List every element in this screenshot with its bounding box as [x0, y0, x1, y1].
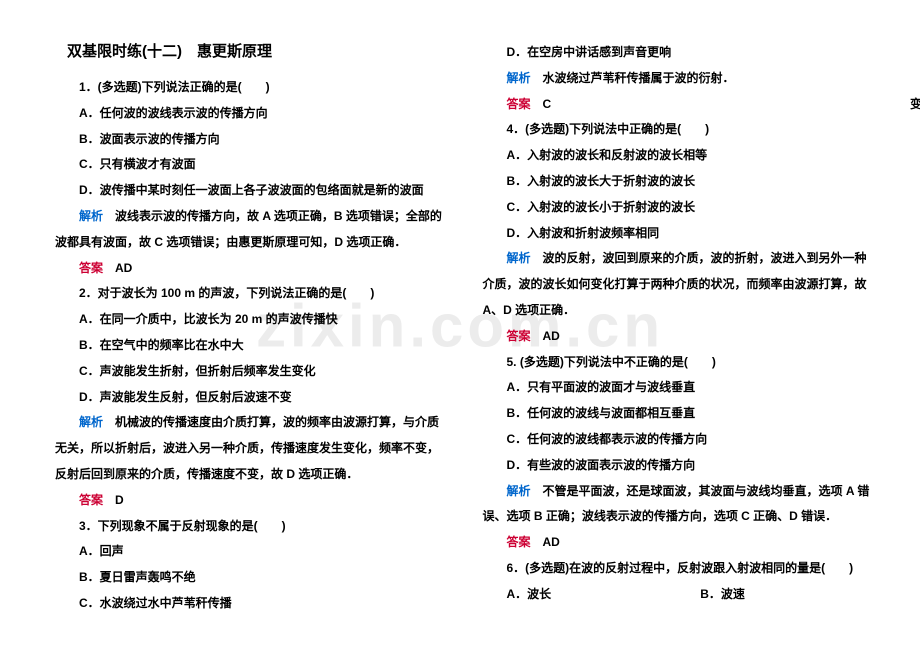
text-line: C．声波能发生折射，但折射后频率发生变化	[55, 359, 443, 385]
text-line: B．在空气中的频率比在水中大	[55, 333, 443, 359]
document-title: 双基限时练(十二) 惠更斯原理	[55, 40, 443, 61]
text-line: A．任何波的波线表示波的传播方向	[55, 101, 443, 127]
text-line: D．波传播中某时刻任一波面上各子波波面的包络面就是新的波面	[55, 178, 443, 204]
text-line: B．波面表示波的传播方向	[55, 127, 443, 153]
text-line: 答案 C	[483, 92, 871, 118]
document-page: 双基限时练(十二) 惠更斯原理 1．(多选题)下列说法正确的是( )A．任何波的…	[0, 0, 920, 651]
option-item: A．波长	[483, 582, 677, 608]
text-line: C．入射波的波长小于折射波的波长	[483, 195, 871, 221]
text-line: 3．下列现象不属于反射现象的是( )	[55, 514, 443, 540]
text-line: 5. (多选题)下列说法中不正确的是( )	[483, 350, 871, 376]
text-line: C．任何波的波线都表示波的传播方向	[483, 427, 871, 453]
text-line: 4．(多选题)下列说法中正确的是( )	[483, 117, 871, 143]
text-line: 1．(多选题)下列说法正确的是( )	[55, 75, 443, 101]
text-line: D．入射波和折射波频率相同	[483, 221, 871, 247]
text-line: D．声波能发生反射，但反射后波速不变	[55, 385, 443, 411]
text-line: 6．(多选题)在波的反射过程中，反射波跟入射波相同的量是( )	[483, 556, 871, 582]
text-line: A．入射波的波长和反射波的波长相等	[483, 143, 871, 169]
text-line: D．在空房中讲话感到声音更响	[483, 40, 871, 66]
text-line: 答案 AD	[483, 530, 871, 556]
text-line: 答案 D	[55, 488, 443, 514]
text-line: A．在同一介质中，比波长为 20 m 的声波传播快	[55, 307, 443, 333]
document-body: 1．(多选题)下列说法正确的是( )A．任何波的波线表示波的传播方向B．波面表示…	[55, 40, 920, 631]
text-line: B．任何波的波线与波面都相互垂直	[483, 401, 871, 427]
text-line: B．入射波的波长大于折射波的波长	[483, 169, 871, 195]
text-line: C．只有横波才有波面	[55, 152, 443, 178]
text-line: 解析 不管是平面波，还是球面波，其波面与波线均垂直，选项 A 错误、选项 B 正…	[483, 479, 871, 531]
text-line: 答案 AD	[55, 256, 443, 282]
text-line: 解析 波线表示波的传播方向，故 A 选项正确，B 选项错误；全部的波都具有波面，…	[55, 204, 443, 256]
option-row: C．频率D．振幅	[910, 40, 920, 66]
option-item: B．波速	[676, 582, 870, 608]
text-line: 解析 振幅表示波的能量，在传播中发生变化，而波的其他特征量不变，故	[910, 66, 920, 118]
text-line: A．回声	[55, 539, 443, 565]
text-line: 解析 波的反射，波回到原来的介质，波的折射，波进入到另外一种介质，波的波长如何变…	[483, 246, 871, 323]
text-line: B．夏日雷声轰鸣不绝	[55, 565, 443, 591]
text-line: D．有些波的波面表示波的传播方向	[483, 453, 871, 479]
text-line: 2．对于波长为 100 m 的声波，下列说法正确的是( )	[55, 281, 443, 307]
option-row: A．波长B．波速	[483, 582, 871, 608]
text-line: A．只有平面波的波面才与波线垂直	[483, 375, 871, 401]
text-line: 解析 水波绕过芦苇秆传播属于波的衍射．	[483, 66, 871, 92]
option-item: C．频率	[910, 40, 920, 66]
text-line: 解析 机械波的传播速度由介质打算，波的频率由波源打算，与介质无关，所以折射后，波…	[55, 410, 443, 487]
text-line: C．水波绕过水中芦苇秆传播	[55, 591, 443, 617]
text-line: 答案 AD	[483, 324, 871, 350]
